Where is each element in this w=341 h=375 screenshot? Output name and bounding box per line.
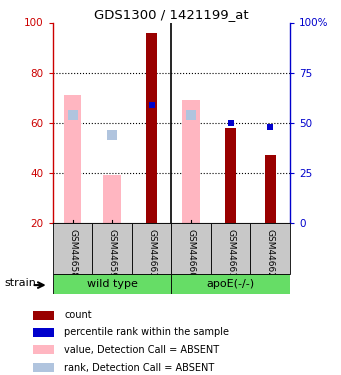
Text: GSM44663: GSM44663 bbox=[147, 229, 156, 278]
Text: GSM44658: GSM44658 bbox=[68, 229, 77, 278]
Title: GDS1300 / 1421199_at: GDS1300 / 1421199_at bbox=[94, 8, 249, 21]
Bar bbox=[132, 223, 171, 274]
Text: apoE(-/-): apoE(-/-) bbox=[207, 279, 255, 289]
Bar bbox=[33, 363, 54, 372]
Bar bbox=[171, 274, 290, 294]
Bar bbox=[225, 128, 236, 223]
Text: rank, Detection Call = ABSENT: rank, Detection Call = ABSENT bbox=[64, 363, 214, 372]
Text: value, Detection Call = ABSENT: value, Detection Call = ABSENT bbox=[64, 345, 219, 354]
Text: GSM44660: GSM44660 bbox=[187, 229, 196, 278]
Text: GSM44661: GSM44661 bbox=[226, 229, 235, 278]
Bar bbox=[146, 33, 157, 223]
Bar bbox=[103, 176, 121, 223]
Text: percentile rank within the sample: percentile rank within the sample bbox=[64, 327, 229, 337]
Bar bbox=[250, 223, 290, 274]
Text: count: count bbox=[64, 310, 92, 320]
Bar bbox=[182, 100, 200, 223]
Bar bbox=[211, 223, 250, 274]
Bar bbox=[171, 223, 211, 274]
Bar bbox=[33, 310, 54, 320]
Bar bbox=[33, 328, 54, 337]
Bar bbox=[265, 155, 276, 223]
Bar bbox=[33, 345, 54, 354]
Text: GSM44662: GSM44662 bbox=[266, 229, 275, 278]
Bar bbox=[53, 274, 171, 294]
Text: GSM44659: GSM44659 bbox=[108, 229, 117, 278]
Text: strain: strain bbox=[4, 278, 36, 288]
Text: wild type: wild type bbox=[87, 279, 137, 289]
Bar bbox=[92, 223, 132, 274]
Bar bbox=[53, 223, 92, 274]
Bar bbox=[64, 95, 81, 223]
